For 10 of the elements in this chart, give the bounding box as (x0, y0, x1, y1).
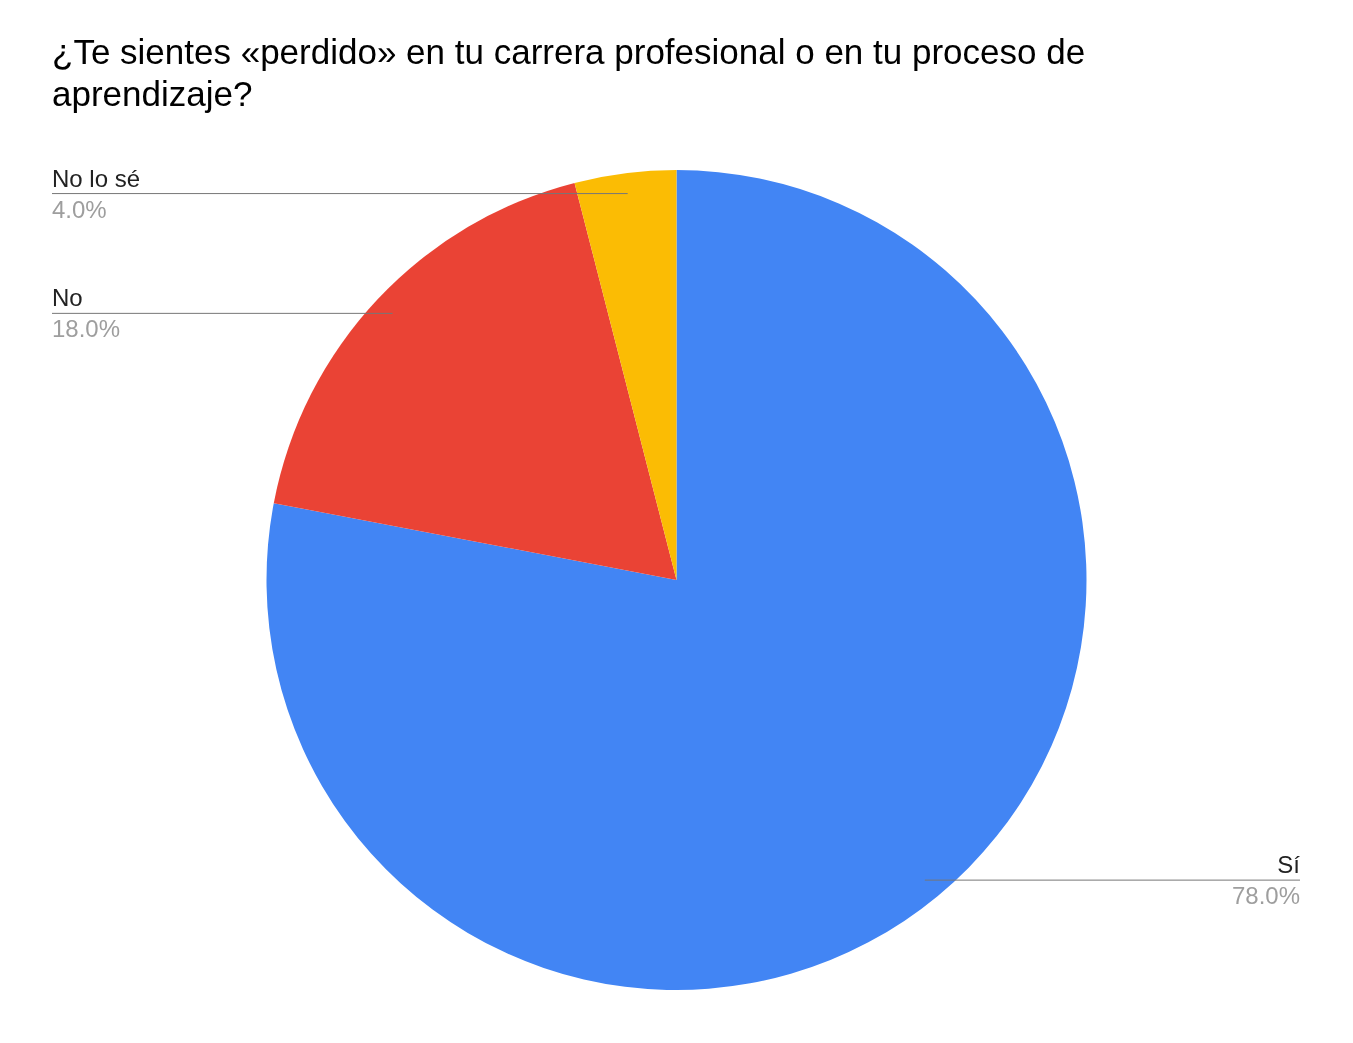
pie-slice (267, 170, 1087, 990)
chart-title: ¿Te sientes «perdido» en tu carrera profesional o en tu proceso de aprendizaje? (52, 32, 1086, 113)
pie-slice (273, 182, 677, 580)
data-label: 78.0% (1231, 882, 1300, 910)
data-label: 4.0% (52, 195, 107, 223)
slice-label: Sí (1277, 851, 1301, 879)
slice-label: No lo sé (52, 164, 141, 192)
pie-slice (574, 170, 677, 580)
data-label: 18.0% (52, 315, 121, 343)
slice-label: No (52, 284, 83, 312)
